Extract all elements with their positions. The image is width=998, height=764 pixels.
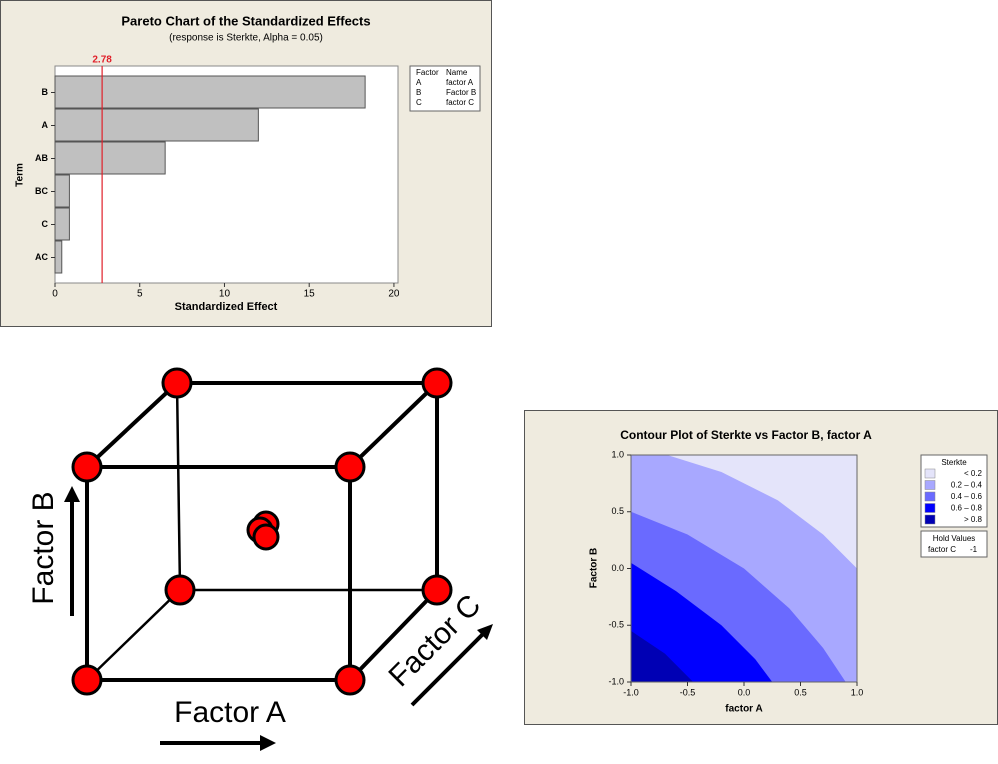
arrow-c <box>410 631 486 707</box>
legend-swatch <box>924 503 936 513</box>
x-tick-label: 5 <box>137 289 143 300</box>
legend-cell: factor A <box>446 78 474 87</box>
y-tick-label: AB <box>35 153 48 163</box>
arrow-head <box>64 486 80 502</box>
x-tick-label: 0 <box>52 289 58 300</box>
hold-box <box>920 530 988 558</box>
legend-label: < 0.2 <box>964 469 983 478</box>
corner-point <box>71 451 103 483</box>
center-point <box>252 523 280 551</box>
legend-cell: B <box>416 88 421 97</box>
corner-point <box>164 574 196 606</box>
legend-label: 0.6 – 0.8 <box>951 504 983 513</box>
y-tick-label: C <box>42 219 49 229</box>
legend-cell: factor C <box>446 98 474 107</box>
corner-point <box>421 574 453 606</box>
x-tick-label: -1.0 <box>623 687 639 697</box>
x-tick-label: 15 <box>304 289 316 300</box>
reference-label: 2.78 <box>92 55 112 66</box>
pareto-y-label: Term <box>15 163 26 187</box>
factor-b-label: Factor B <box>27 491 60 604</box>
legend-cell: Factor B <box>446 88 476 97</box>
legend-label: 0.2 – 0.4 <box>951 481 983 490</box>
edge <box>348 588 439 682</box>
legend-label: > 0.8 <box>964 515 983 524</box>
design-points <box>71 367 453 696</box>
legend-swatch <box>924 480 936 490</box>
y-tick-label: -1.0 <box>608 676 624 686</box>
cube <box>85 381 439 682</box>
contour-x-label: factor A <box>725 704 762 715</box>
legend-swatch <box>924 468 936 479</box>
corner-point <box>161 367 193 399</box>
y-tick-label: AC <box>35 252 48 262</box>
bar <box>54 75 366 109</box>
arrows <box>64 486 493 751</box>
legend-swatch <box>924 491 936 502</box>
front-face <box>85 465 352 682</box>
y-tick-label: BC <box>35 186 48 196</box>
edge <box>85 588 182 682</box>
x-tick-label: -0.5 <box>680 687 696 697</box>
pareto-legend <box>409 65 481 112</box>
edge <box>85 381 179 469</box>
pareto-subtitle: (response is Sterkte, Alpha = 0.05) <box>169 33 323 44</box>
bar <box>54 207 70 241</box>
pareto-x-label: Standardized Effect <box>175 301 278 313</box>
contour-legend-title: Sterkte <box>941 458 967 467</box>
corner-point <box>71 664 103 696</box>
bar <box>54 141 166 175</box>
contour-title: Contour Plot of Sterkte vs Factor B, fac… <box>620 428 872 442</box>
corner-point <box>334 451 366 483</box>
corner-point <box>334 664 366 696</box>
x-tick-label: 1.0 <box>851 687 864 697</box>
arrow-head <box>260 735 276 751</box>
legend-label: 0.4 – 0.6 <box>951 492 983 501</box>
edge <box>348 381 439 469</box>
arrow-head <box>477 624 493 640</box>
y-tick-label: A <box>42 120 49 130</box>
x-tick-label: 20 <box>388 289 400 300</box>
factor-a-label: Factor A <box>174 696 286 729</box>
y-tick-label: 0.5 <box>611 506 624 516</box>
legend-cell: A <box>416 78 422 87</box>
bar <box>54 240 63 274</box>
y-tick-label: 1.0 <box>611 449 624 459</box>
hold-title: Hold Values <box>933 534 976 543</box>
legend-header: Name <box>446 68 468 77</box>
bar <box>54 108 259 142</box>
contour-band <box>631 455 857 682</box>
x-tick-label: 0.0 <box>738 687 751 697</box>
pareto-title: Pareto Chart of the Standardized Effects <box>121 13 370 28</box>
corner-point <box>421 367 453 399</box>
x-tick-label: 0.5 <box>794 687 807 697</box>
contour-y-label: Factor B <box>589 548 600 589</box>
y-tick-label: B <box>42 87 49 97</box>
y-tick-label: 0.0 <box>611 563 624 573</box>
legend-cell: C <box>416 98 422 107</box>
bar <box>54 174 70 208</box>
x-tick-label: 10 <box>219 289 231 300</box>
y-tick-label: -0.5 <box>608 620 624 630</box>
hold-factor: factor C <box>928 545 956 554</box>
hold-value: -1 <box>970 545 978 554</box>
legend-header: Factor <box>416 68 439 77</box>
edge <box>175 381 182 592</box>
legend-swatch <box>924 514 936 525</box>
